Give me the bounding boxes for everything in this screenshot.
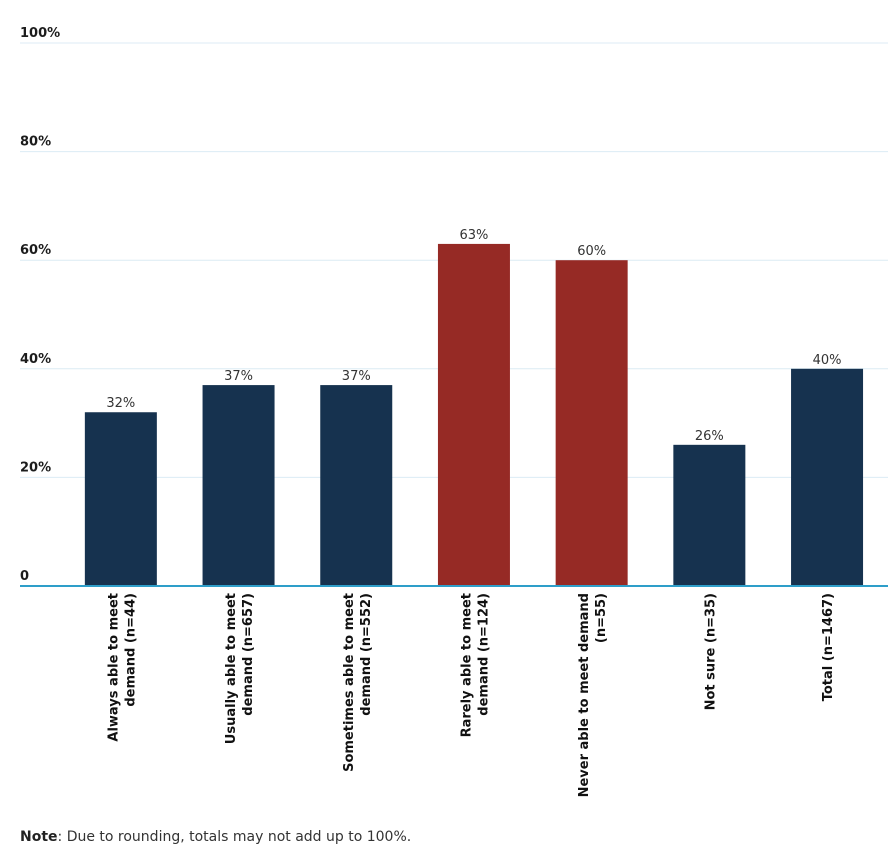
footnote: Note: Due to rounding, totals may not ad…	[20, 829, 411, 845]
category-label: Not sure (n=35)	[703, 593, 718, 710]
value-label: 37%	[224, 369, 253, 384]
bar	[555, 260, 628, 586]
category-label-group: Total (n=1467)	[821, 593, 836, 701]
y-tick-label: 100%	[20, 26, 60, 41]
category-label: Never able to meet demand	[577, 593, 592, 797]
category-label: Usually able to meet	[224, 593, 239, 744]
y-tick-label: 40%	[20, 352, 51, 367]
category-label: Rarely able to meet	[459, 593, 474, 737]
y-tick-label: 0	[20, 569, 29, 584]
y-tick-label: 60%	[20, 243, 51, 258]
category-label: (n=55)	[594, 593, 609, 643]
bar	[673, 444, 746, 586]
value-label: 63%	[459, 228, 488, 243]
category-label: demand (n=657)	[241, 593, 256, 716]
bar-chart: 020%40%60%80%100% 32%37% 37%63%60%26%40% …	[20, 26, 888, 797]
y-tick-label: 80%	[20, 135, 51, 150]
category-label: Sometimes able to meet	[342, 593, 357, 772]
category-label-group: Usually able to meet demand (n=657)	[224, 593, 256, 744]
bar	[202, 385, 275, 586]
note-label: Note	[20, 829, 58, 845]
category-label: Always able to meet	[106, 593, 121, 742]
bars	[84, 243, 864, 586]
category-label-group: Never able to meet demand (n=55)	[577, 593, 609, 797]
category-label: demand (n=552)	[359, 593, 374, 716]
value-labels: 32% 37% 37% 63% 60% 26% 40%	[106, 228, 841, 444]
value-label: 60%	[577, 244, 606, 259]
category-labels: Always able to meet demand (n=44) Usually …	[106, 593, 836, 797]
category-label-group: Always able to meet demand (n=44)	[106, 593, 138, 742]
bar	[791, 368, 864, 586]
category-label-group: Not sure (n=35)	[703, 593, 718, 710]
bar	[320, 385, 393, 586]
category-label-group: Rarely able to meet demand (n=124)	[459, 593, 491, 737]
category-label: demand (n=44)	[123, 593, 138, 707]
value-label: 32%	[106, 396, 135, 411]
bar	[437, 243, 510, 586]
y-tick-label: 20%	[20, 460, 51, 475]
y-axis-tick-labels: 0 20% 40% 60% 80% 100%	[20, 26, 60, 584]
value-label: 26%	[695, 429, 724, 444]
category-label: demand (n=124)	[476, 593, 491, 716]
note-text: : Due to rounding, totals may not add up…	[57, 829, 412, 845]
category-label: Total (n=1467)	[821, 593, 836, 701]
value-label: 40%	[813, 353, 842, 368]
bar	[84, 412, 157, 586]
value-label: 37%	[342, 369, 371, 384]
category-label-group: Sometimes able to meet demand (n=552)	[342, 593, 374, 772]
